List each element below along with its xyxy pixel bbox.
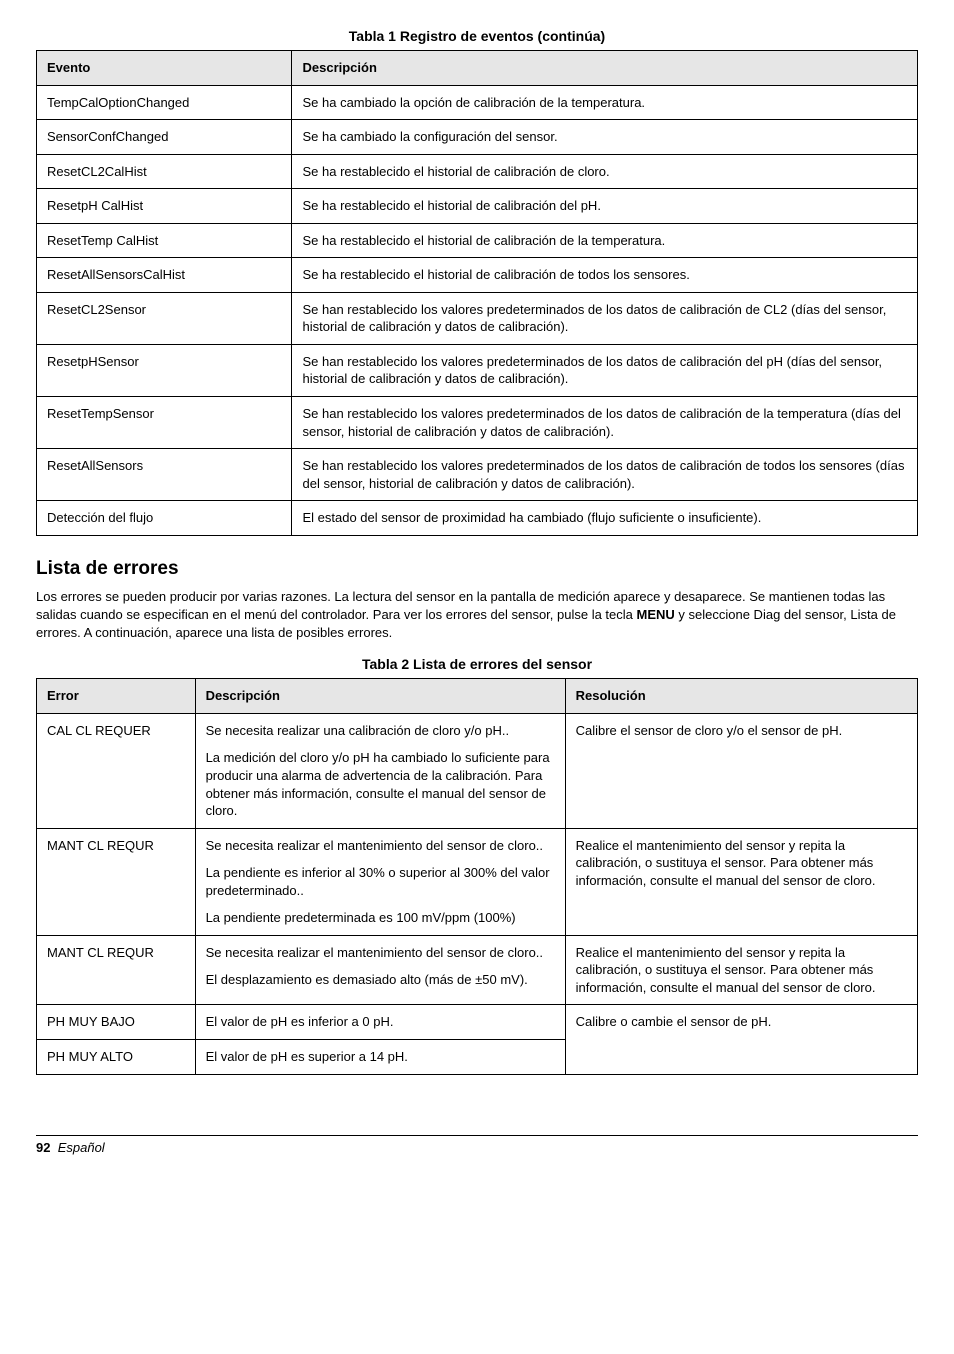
table2: Error Descripción Resolución CAL CL REQU…	[36, 678, 918, 1074]
table1-cell: ResetTemp CalHist	[37, 223, 292, 258]
table1-cell: Se ha cambiado la opción de calibración …	[292, 85, 918, 120]
table2-cell-error: MANT CL REQUR	[37, 828, 196, 935]
table2-header-error: Error	[37, 679, 196, 714]
table1-cell: Se ha restablecido el historial de calib…	[292, 223, 918, 258]
table1-cell: ResetAllSensors	[37, 449, 292, 501]
table1-cell: Se han restablecido los valores predeter…	[292, 292, 918, 344]
desc-block: Se necesita realizar una calibración de …	[206, 722, 555, 740]
table1-title: Tabla 1 Registro de eventos (continúa)	[36, 28, 918, 44]
para-bold: MENU	[637, 607, 675, 622]
table2-cell-desc: El valor de pH es inferior a 0 pH.	[195, 1005, 565, 1040]
footer-page: 92	[36, 1140, 50, 1155]
footer-rule	[36, 1135, 918, 1136]
table1-cell: ResetAllSensorsCalHist	[37, 258, 292, 293]
table1-cell: TempCalOptionChanged	[37, 85, 292, 120]
table1: Evento Descripción TempCalOptionChangedS…	[36, 50, 918, 536]
table2-cell-desc: Se necesita realizar el mantenimiento de…	[195, 828, 565, 935]
table1-cell: ResetCL2CalHist	[37, 154, 292, 189]
table2-cell-error: PH MUY ALTO	[37, 1039, 196, 1074]
table1-cell: Se ha cambiado la configuración del sens…	[292, 120, 918, 155]
table2-cell-desc: Se necesita realizar una calibración de …	[195, 713, 565, 828]
page-footer: 92 Español	[36, 1135, 918, 1155]
table1-cell: Se han restablecido los valores predeter…	[292, 397, 918, 449]
table2-cell-error: CAL CL REQUER	[37, 713, 196, 828]
table1-header-descripcion: Descripción	[292, 51, 918, 86]
footer-lang: Español	[58, 1140, 105, 1155]
desc-block: Se necesita realizar el mantenimiento de…	[206, 837, 555, 855]
desc-block: El desplazamiento es demasiado alto (más…	[206, 971, 555, 989]
table2-title: Tabla 2 Lista de errores del sensor	[36, 656, 918, 672]
table1-cell: ResetTempSensor	[37, 397, 292, 449]
table2-cell-desc: Se necesita realizar el mantenimiento de…	[195, 935, 565, 1005]
table1-cell: ResetpHSensor	[37, 344, 292, 396]
table1-cell: ResetpH CalHist	[37, 189, 292, 224]
table2-cell-desc: El valor de pH es superior a 14 pH.	[195, 1039, 565, 1074]
table1-cell: Se ha restablecido el historial de calib…	[292, 154, 918, 189]
desc-block: La medición del cloro y/o pH ha cambiado…	[206, 749, 555, 819]
desc-block: La pendiente predeterminada es 100 mV/pp…	[206, 909, 555, 927]
table1-cell: SensorConfChanged	[37, 120, 292, 155]
desc-block: La pendiente es inferior al 30% o superi…	[206, 864, 555, 899]
table2-cell-error: PH MUY BAJO	[37, 1005, 196, 1040]
table2-cell-error: MANT CL REQUR	[37, 935, 196, 1005]
table2-header-resolucion: Resolución	[565, 679, 917, 714]
table1-cell: El estado del sensor de proximidad ha ca…	[292, 501, 918, 536]
table2-cell-res: Calibre o cambie el sensor de pH.	[565, 1005, 917, 1074]
table1-cell: Se ha restablecido el historial de calib…	[292, 189, 918, 224]
section-heading: Lista de errores	[36, 558, 918, 580]
table2-header-descripcion: Descripción	[195, 679, 565, 714]
table1-cell: Se han restablecido los valores predeter…	[292, 449, 918, 501]
desc-block: Se necesita realizar el mantenimiento de…	[206, 944, 555, 962]
table2-cell-res: Realice el mantenimiento del sensor y re…	[565, 828, 917, 935]
section-paragraph: Los errores se pueden producir por varia…	[36, 588, 918, 643]
table2-cell-res: Calibre el sensor de cloro y/o el sensor…	[565, 713, 917, 828]
table1-cell: Se ha restablecido el historial de calib…	[292, 258, 918, 293]
table1-cell: Detección del flujo	[37, 501, 292, 536]
table1-cell: ResetCL2Sensor	[37, 292, 292, 344]
table1-header-evento: Evento	[37, 51, 292, 86]
table1-cell: Se han restablecido los valores predeter…	[292, 344, 918, 396]
table2-cell-res: Realice el mantenimiento del sensor y re…	[565, 935, 917, 1005]
